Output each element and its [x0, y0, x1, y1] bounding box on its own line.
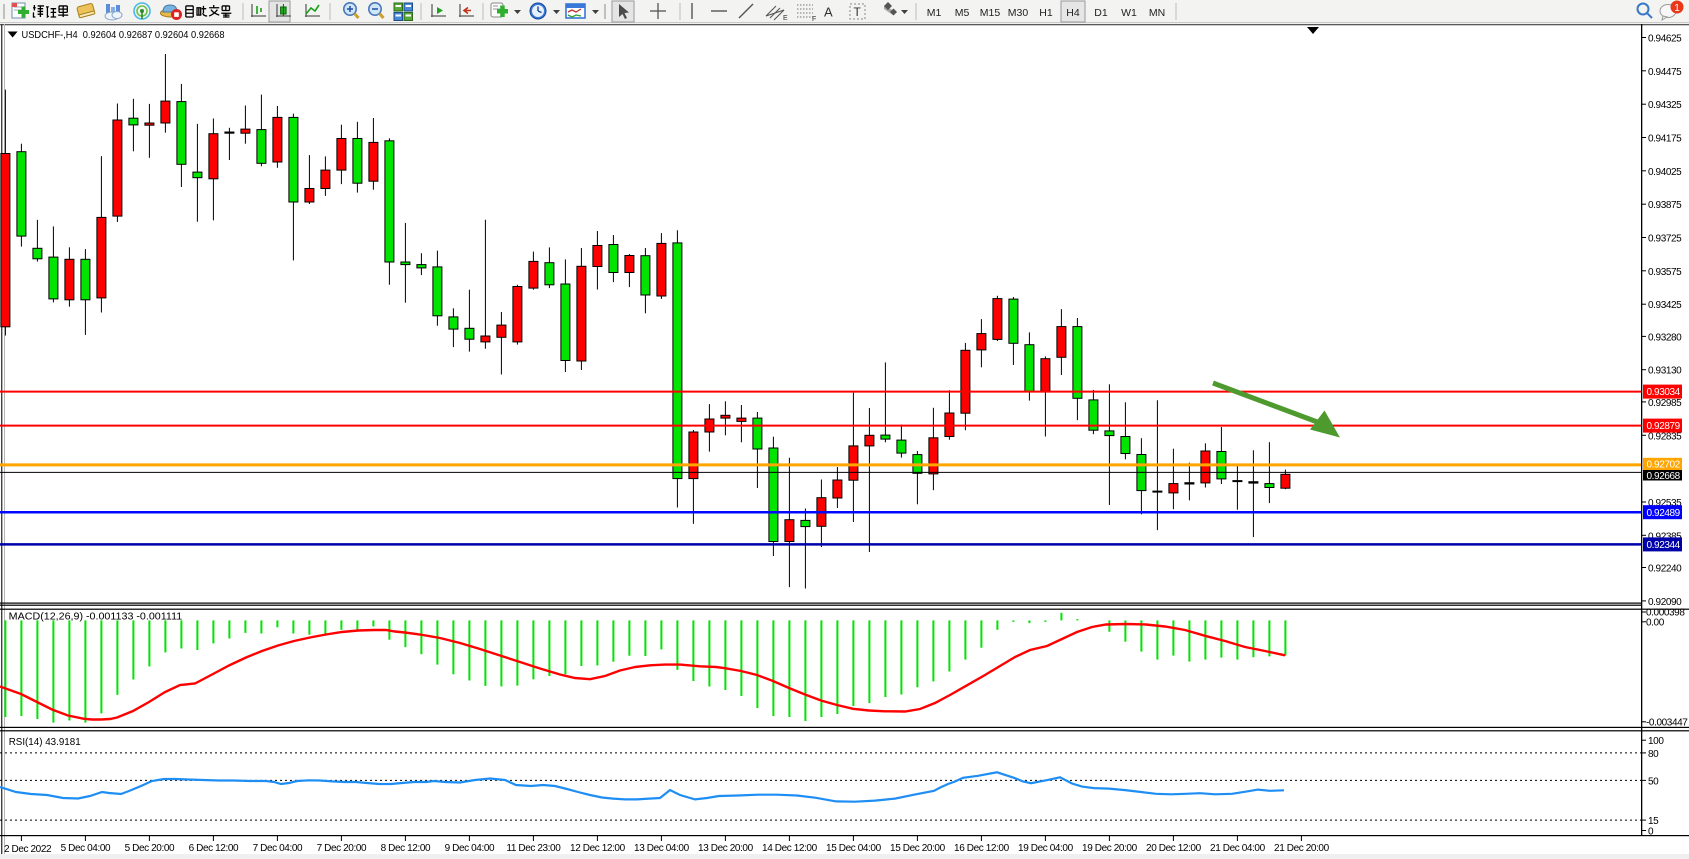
- svg-text:0: 0: [1648, 827, 1654, 838]
- svg-text:0.93575: 0.93575: [1648, 267, 1682, 278]
- svg-text:50: 50: [1648, 776, 1659, 787]
- svg-text:M5: M5: [955, 7, 970, 19]
- svg-text:0.94325: 0.94325: [1648, 100, 1682, 111]
- svg-text:5 Dec 04:00: 5 Dec 04:00: [61, 843, 111, 854]
- svg-text:0.94475: 0.94475: [1648, 67, 1682, 78]
- svg-text:D1: D1: [1094, 7, 1108, 19]
- svg-text:0.94175: 0.94175: [1648, 134, 1682, 145]
- svg-text:H1: H1: [1039, 7, 1053, 19]
- svg-text:RSI(14) 43.9181: RSI(14) 43.9181: [9, 736, 81, 748]
- svg-text:5 Dec 20:00: 5 Dec 20:00: [125, 843, 175, 854]
- svg-text:0.92385: 0.92385: [1648, 531, 1682, 542]
- svg-text:9 Dec 04:00: 9 Dec 04:00: [445, 843, 495, 854]
- svg-text:A: A: [824, 5, 833, 20]
- svg-text:0.94025: 0.94025: [1648, 167, 1682, 178]
- svg-text:0.92344: 0.92344: [1647, 540, 1681, 551]
- svg-text:19 Dec 04:00: 19 Dec 04:00: [1018, 843, 1074, 854]
- svg-text:0.00: 0.00: [1646, 617, 1665, 628]
- svg-text:0.92535: 0.92535: [1648, 498, 1682, 509]
- svg-text:0.92668: 0.92668: [1647, 471, 1681, 482]
- svg-text:80: 80: [1648, 749, 1659, 760]
- svg-text:19 Dec 20:00: 19 Dec 20:00: [1082, 843, 1138, 854]
- svg-text:7 Dec 04:00: 7 Dec 04:00: [253, 843, 303, 854]
- svg-text:20 Dec 12:00: 20 Dec 12:00: [1146, 843, 1202, 854]
- svg-text:15: 15: [1648, 816, 1659, 827]
- svg-text:0.92702: 0.92702: [1647, 460, 1681, 471]
- svg-text:0.93280: 0.93280: [1648, 332, 1682, 343]
- svg-text:8 Dec 12:00: 8 Dec 12:00: [381, 843, 431, 854]
- svg-text:0.000398: 0.000398: [1646, 608, 1685, 619]
- svg-text:7 Dec 20:00: 7 Dec 20:00: [317, 843, 367, 854]
- svg-text:T: T: [854, 5, 862, 19]
- svg-text:15 Dec 04:00: 15 Dec 04:00: [826, 843, 882, 854]
- svg-text:15 Dec 20:00: 15 Dec 20:00: [890, 843, 946, 854]
- svg-text:2 Dec 2022: 2 Dec 2022: [4, 844, 52, 855]
- svg-text:0.94625: 0.94625: [1648, 34, 1682, 45]
- svg-text:1: 1: [1674, 3, 1680, 14]
- svg-text:12 Dec 12:00: 12 Dec 12:00: [570, 843, 626, 854]
- svg-text:0.93034: 0.93034: [1647, 387, 1681, 398]
- svg-text:21 Dec 04:00: 21 Dec 04:00: [1210, 843, 1266, 854]
- svg-text:F: F: [812, 16, 816, 23]
- svg-text:21 Dec 20:00: 21 Dec 20:00: [1274, 843, 1330, 854]
- svg-text:0.93875: 0.93875: [1648, 200, 1682, 211]
- svg-text:0.92835: 0.92835: [1648, 431, 1682, 442]
- svg-text:0.92985: 0.92985: [1648, 398, 1682, 409]
- svg-text:USDCHF-,H4 0.92604 0.92687 0.: USDCHF-,H4 0.92604 0.92687 0.92604 0.926…: [22, 29, 225, 41]
- svg-text:0.92489: 0.92489: [1647, 508, 1681, 519]
- svg-text:11 Dec 23:00: 11 Dec 23:00: [506, 843, 561, 854]
- svg-text:0.92090: 0.92090: [1648, 597, 1682, 608]
- svg-text:6 Dec 12:00: 6 Dec 12:00: [189, 843, 239, 854]
- svg-text:W1: W1: [1121, 7, 1137, 19]
- svg-text:16 Dec 12:00: 16 Dec 12:00: [954, 843, 1010, 854]
- svg-text:H4: H4: [1066, 7, 1080, 19]
- svg-text:-0.003447: -0.003447: [1646, 717, 1688, 728]
- svg-text:0.93725: 0.93725: [1648, 234, 1682, 245]
- svg-text:14 Dec 12:00: 14 Dec 12:00: [762, 843, 818, 854]
- svg-text:0.92879: 0.92879: [1647, 421, 1681, 432]
- svg-text:MN: MN: [1149, 7, 1165, 19]
- svg-text:M30: M30: [1008, 7, 1029, 19]
- svg-text:0.93425: 0.93425: [1648, 300, 1682, 311]
- svg-text:M15: M15: [980, 7, 1001, 19]
- svg-text:0.92240: 0.92240: [1648, 564, 1682, 575]
- svg-text:0.93130: 0.93130: [1648, 366, 1682, 377]
- svg-text:M1: M1: [927, 7, 942, 19]
- svg-text:100: 100: [1648, 736, 1664, 747]
- svg-text:MACD(12,26,9) -0.001133 -0.001: MACD(12,26,9) -0.001133 -0.001111: [9, 611, 183, 623]
- svg-text:E: E: [783, 15, 788, 22]
- svg-text:13 Dec 04:00: 13 Dec 04:00: [634, 843, 690, 854]
- svg-text:13 Dec 20:00: 13 Dec 20:00: [698, 843, 754, 854]
